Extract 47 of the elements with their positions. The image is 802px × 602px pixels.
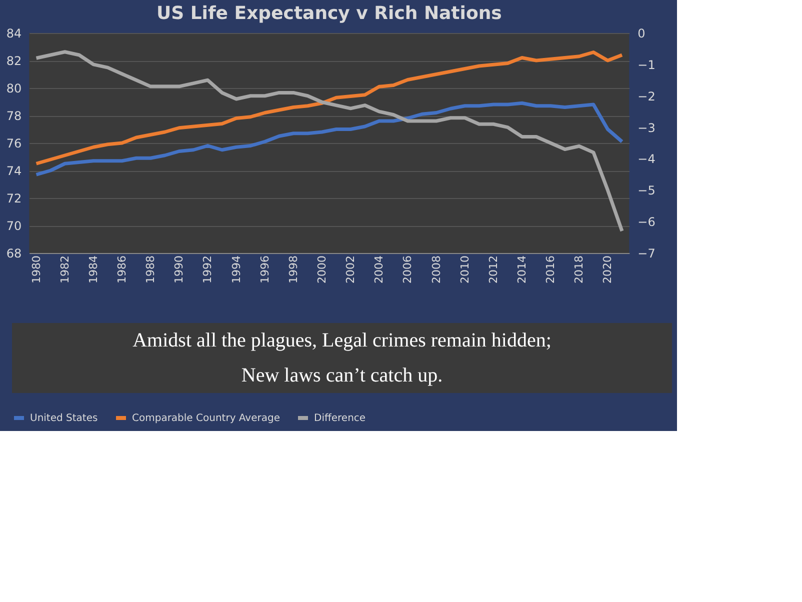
line-series [34, 101, 624, 176]
y2-tick-label: −4 [638, 152, 656, 166]
x-tick-label: 1992 [201, 256, 214, 284]
x-tick-label: 2006 [401, 256, 414, 284]
x-tick-label: 1990 [172, 256, 186, 284]
x-tick-label: 1988 [144, 256, 158, 284]
x-tick-label: 1994 [230, 256, 243, 284]
line-series [34, 50, 624, 233]
x-tick-label: 2016 [544, 256, 558, 284]
y-tick-label: 74 [6, 164, 22, 178]
x-tick-label: 2018 [572, 256, 586, 284]
x-tick-label: 1984 [86, 256, 100, 284]
legend-label: Comparable Country Average [132, 413, 280, 424]
x-tick-label: 1986 [116, 256, 129, 284]
y-tick-label: 68 [6, 246, 22, 260]
y2-tick-label: −2 [638, 89, 656, 104]
x-tick-label: 2002 [344, 256, 358, 284]
y-tick-label: 78 [6, 109, 22, 123]
y-tick-label: 76 [6, 136, 22, 150]
y2-tick-label: −5 [638, 184, 656, 198]
chart-title: US Life Expectancy v Rich Nations [156, 3, 502, 24]
y2-tick-label: −7 [638, 246, 656, 260]
text: New laws can’t catch up. [241, 364, 443, 386]
legend-label: Difference [314, 413, 366, 424]
x-tick-label: 2020 [601, 256, 614, 284]
y2-tick-label: −6 [638, 215, 656, 230]
y-tick-label: 70 [6, 219, 22, 233]
x-tick-label: 2014 [516, 256, 529, 284]
y2-tick-label: −1 [638, 58, 656, 72]
y-tick-label: 80 [6, 82, 22, 96]
x-tick-label: 1982 [58, 256, 72, 284]
legend-label: United States [30, 413, 98, 424]
y2-tick-label: −3 [638, 120, 656, 135]
y-tick-label: 82 [6, 54, 22, 68]
x-tick-label: 2012 [486, 256, 500, 284]
text: Amidst all the plagues, Legal crimes remain hidden; [132, 330, 552, 352]
y-tick-label: 72 [6, 192, 22, 206]
x-tick-label: 1996 [258, 256, 272, 284]
line-series [34, 50, 624, 166]
x-tick-label: 1998 [286, 256, 300, 284]
x-tick-label: 1980 [30, 256, 43, 284]
y2-tick-label: 0 [638, 26, 646, 40]
x-tick-label: 2004 [372, 256, 386, 284]
x-tick-label: 2008 [430, 256, 443, 284]
x-tick-label: 2000 [316, 256, 329, 284]
x-tick-label: 2010 [458, 256, 472, 284]
y-tick-label: 84 [6, 26, 22, 40]
